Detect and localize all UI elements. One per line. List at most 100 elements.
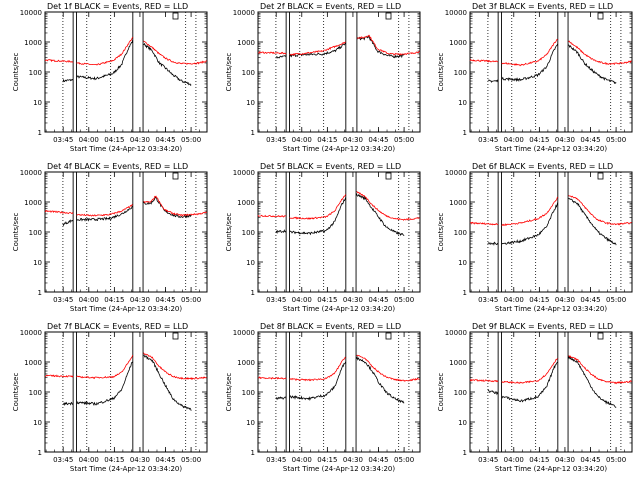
x-tick-label: 05:00 — [181, 136, 201, 144]
x-axis-label: Start Time (24-Apr-12 03:34:20) — [283, 465, 395, 473]
x-tick-label: 04:00 — [79, 456, 99, 464]
x-tick-label: 05:00 — [606, 136, 626, 144]
y-tick-label: 10 — [33, 419, 42, 427]
y-axis-label: Counts/sec — [12, 53, 20, 92]
x-tick-label: 04:30 — [130, 456, 150, 464]
x-tick-label: 04:30 — [555, 136, 575, 144]
x-tick-label: 04:15 — [529, 296, 549, 304]
y-tick-label: 10000 — [445, 329, 467, 337]
series-lld-line — [44, 195, 207, 217]
y-tick-label: 100 — [29, 69, 42, 77]
x-tick-label: 04:15 — [317, 456, 337, 464]
y-tick-label: 100 — [454, 229, 467, 237]
series-lld-line — [469, 38, 632, 67]
y-tick-label: 10000 — [20, 329, 42, 337]
x-tick-label: 04:15 — [317, 136, 337, 144]
panel-title: Det 7f BLACK = Events, RED = LLD — [47, 322, 188, 331]
panel-1: Det 1f BLACK = Events, RED = LLD 1 10 100 10… — [12, 2, 208, 153]
x-tick-label: 03:45 — [53, 456, 73, 464]
panel-title: Det 9f BLACK = Events, RED = LLD — [472, 322, 613, 331]
x-tick-label: 04:30 — [130, 296, 150, 304]
x-axis-label: Start Time (24-Apr-12 03:34:20) — [283, 145, 395, 153]
y-tick-label: 1000 — [449, 359, 467, 367]
y-tick-label: 100 — [242, 389, 255, 397]
marker-box — [172, 12, 179, 20]
y-tick-label: 10 — [246, 419, 255, 427]
y-tick-label: 1000 — [24, 359, 42, 367]
x-axis-label: Start Time (24-Apr-12 03:34:20) — [495, 465, 607, 473]
y-tick-label: 10000 — [233, 169, 255, 177]
y-tick-label: 1 — [38, 289, 42, 297]
x-tick-label: 04:00 — [79, 296, 99, 304]
x-tick-label: 04:45 — [155, 136, 175, 144]
panel-7: Det 7f BLACK = Events, RED = LLD 1 10 100 10… — [12, 322, 208, 473]
x-tick-label: 04:00 — [79, 136, 99, 144]
x-tick-label: 04:00 — [504, 136, 524, 144]
x-tick-label: 04:15 — [317, 296, 337, 304]
x-tick-label: 05:00 — [181, 296, 201, 304]
y-tick-label: 100 — [454, 69, 467, 77]
y-axis-label: Counts/sec — [225, 53, 233, 92]
plot-frame — [44, 11, 208, 133]
y-tick-label: 1 — [463, 449, 467, 457]
panel-4: Det 4f BLACK = Events, RED = LLD 1 10 100 10… — [12, 162, 208, 313]
x-tick-label: 03:45 — [266, 456, 286, 464]
series-events-line — [487, 197, 617, 246]
x-tick-label: 05:00 — [606, 296, 626, 304]
panel-title: Det 8f BLACK = Events, RED = LLD — [260, 322, 401, 331]
y-tick-label: 100 — [242, 229, 255, 237]
y-tick-label: 1000 — [237, 199, 255, 207]
x-tick-label: 04:45 — [368, 456, 388, 464]
x-axis-label: Start Time (24-Apr-12 03:34:20) — [70, 145, 182, 153]
x-tick-label: 04:45 — [580, 296, 600, 304]
x-tick-label: 04:45 — [155, 456, 175, 464]
x-tick-label: 04:45 — [580, 136, 600, 144]
y-tick-label: 10 — [33, 259, 42, 267]
marker-box — [385, 332, 392, 340]
series-lld-line — [44, 352, 207, 381]
x-axis-label: Start Time (24-Apr-12 03:34:20) — [495, 145, 607, 153]
y-tick-label: 1000 — [24, 199, 42, 207]
y-tick-label: 10 — [458, 259, 467, 267]
y-tick-label: 10 — [458, 99, 467, 107]
y-tick-label: 1 — [38, 129, 42, 137]
panel-title: Det 5f BLACK = Events, RED = LLD — [260, 162, 401, 171]
y-axis-label: Counts/sec — [437, 373, 445, 412]
x-tick-label: 04:30 — [130, 136, 150, 144]
x-tick-label: 04:15 — [104, 296, 124, 304]
marker-box — [597, 12, 604, 20]
x-tick-label: 05:00 — [394, 456, 414, 464]
y-axis-label: Counts/sec — [12, 213, 20, 252]
marker-box — [172, 332, 179, 340]
x-tick-label: 04:00 — [292, 136, 312, 144]
series-events-line — [487, 43, 617, 85]
x-tick-label: 04:30 — [555, 456, 575, 464]
marker-box — [385, 172, 392, 180]
series-events-line — [275, 355, 405, 404]
plot-frame — [257, 11, 421, 133]
marker-box — [597, 172, 604, 180]
y-tick-label: 10000 — [445, 9, 467, 17]
x-tick-label: 04:15 — [104, 136, 124, 144]
y-tick-label: 100 — [29, 229, 42, 237]
y-tick-label: 1000 — [237, 39, 255, 47]
y-tick-label: 100 — [29, 389, 42, 397]
y-tick-label: 1000 — [449, 39, 467, 47]
y-tick-label: 10 — [458, 419, 467, 427]
y-tick-label: 1 — [38, 449, 42, 457]
marker-box — [385, 12, 392, 20]
x-tick-label: 04:00 — [504, 456, 524, 464]
y-axis-label: Counts/sec — [437, 53, 445, 92]
y-tick-label: 10000 — [20, 169, 42, 177]
x-tick-label: 03:45 — [266, 136, 286, 144]
x-tick-label: 03:45 — [53, 136, 73, 144]
y-tick-label: 10000 — [233, 329, 255, 337]
x-tick-label: 04:00 — [292, 296, 312, 304]
y-tick-label: 1 — [251, 289, 255, 297]
panel-title: Det 1f BLACK = Events, RED = LLD — [47, 2, 188, 11]
panel-5: Det 5f BLACK = Events, RED = LLD 1 10 100 10… — [225, 162, 421, 313]
x-tick-label: 04:15 — [104, 456, 124, 464]
y-tick-label: 10000 — [445, 169, 467, 177]
plot-frame — [469, 171, 633, 293]
